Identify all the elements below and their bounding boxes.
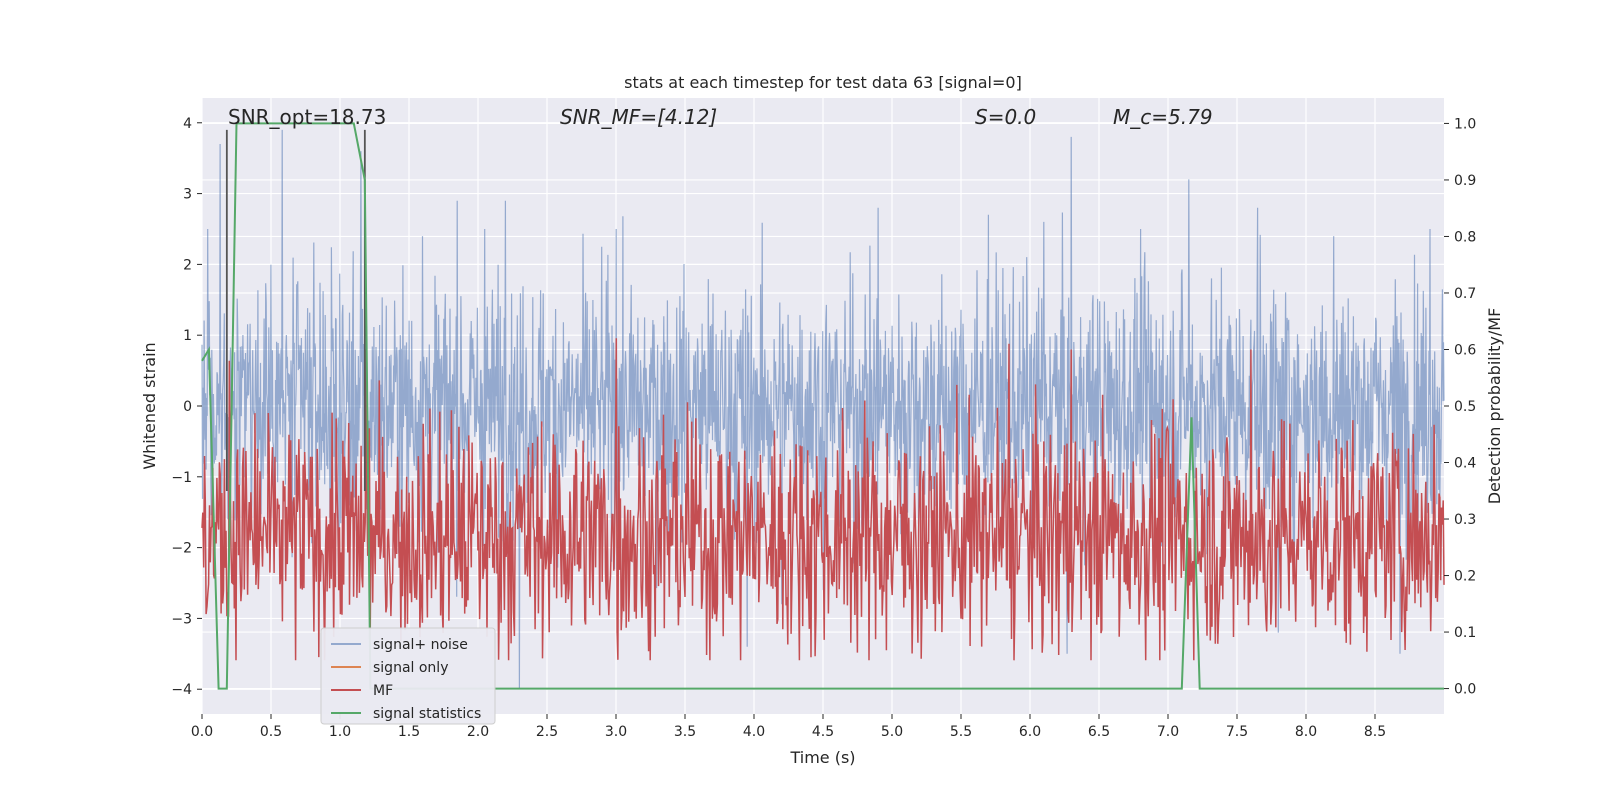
series-line-signal-statistics: [201, 122, 1444, 690]
x-axis-label: Time (s): [789, 748, 855, 767]
x-tick-label: 1.0: [329, 724, 351, 740]
y-tick-label: 1: [183, 328, 192, 344]
annotation-snr-mf: SNR_MF=[4.12]: [560, 105, 717, 129]
y-tick-label: −4: [171, 682, 192, 698]
y-tick-label: 0: [183, 399, 192, 415]
series-line-signal-noise: [201, 129, 1445, 690]
y2-tick-label: 0.1: [1454, 625, 1476, 641]
y-tick-label: 3: [183, 187, 192, 203]
legend-label: MF: [373, 683, 393, 699]
x-tick-label: 7.5: [1226, 724, 1248, 740]
series-line-mf: [201, 338, 1445, 661]
y2-tick-label: 0.7: [1454, 286, 1476, 302]
x-tick-label: 3.5: [674, 724, 696, 740]
y2-tick-label: 0.4: [1454, 456, 1476, 472]
y-tick-label: −2: [171, 541, 192, 557]
y2-axis-label: Detection probability/MF: [1485, 308, 1504, 505]
ticks-layer: 0.0 0.5 1.0 1.5 2.0 2.5 3.0 3.5 4.0 4.5 5.0 5.5 6.0 6…: [171, 116, 1476, 740]
x-tick-label: 2.0: [467, 724, 489, 740]
x-tick-label: 6.0: [1019, 724, 1041, 740]
x-tick-label: 2.5: [536, 724, 558, 740]
x-tick-label: 8.0: [1295, 724, 1317, 740]
legend-label: signal only: [373, 660, 448, 676]
y2-tick-label: 0.8: [1454, 229, 1476, 245]
annotation-snr-opt: SNR_opt=18.73: [228, 105, 386, 129]
x-tick-label: 4.0: [743, 724, 765, 740]
y2-tick-label: 0.6: [1454, 342, 1476, 358]
legend-box: [320, 627, 496, 725]
y-tick-label: −3: [171, 611, 192, 627]
y-tick-label: −1: [171, 470, 192, 486]
annotation-s: S=0.0: [975, 105, 1036, 129]
annotation-mc: M_c=5.79: [1113, 105, 1213, 129]
legend: signal+ noise signal only MF signal statist…: [320, 627, 496, 725]
x-tick-label: 0.0: [191, 724, 213, 740]
legend-label: signal statistics: [373, 706, 481, 722]
annotation-layer: SNR_opt=18.73 SNR_MF=[4.12] S=0.0 M_c=5.…: [228, 105, 1213, 129]
data-layer: [201, 122, 1445, 690]
chart-title: stats at each timestep for test data 63 …: [624, 73, 1022, 92]
x-tick-label: 8.5: [1364, 724, 1386, 740]
x-tick-label: 0.5: [260, 724, 282, 740]
x-tick-label: 3.0: [605, 724, 627, 740]
x-tick-label: 1.5: [398, 724, 420, 740]
y-tick-label: 4: [183, 116, 192, 132]
y-tick-label: 2: [183, 257, 192, 273]
y-axis-label: Whitened strain: [140, 342, 159, 469]
legend-entries: signal+ noise signal only MF signal statist…: [331, 637, 481, 722]
x-tick-label: 5.0: [881, 724, 903, 740]
x-tick-label: 4.5: [812, 724, 834, 740]
legend-label: signal+ noise: [373, 637, 468, 653]
x-tick-label: 5.5: [950, 724, 972, 740]
y2-tick-label: 0.2: [1454, 569, 1476, 585]
y2-tick-label: 0.0: [1454, 682, 1476, 698]
y2-tick-label: 0.5: [1454, 399, 1476, 415]
x-tick-label: 6.5: [1088, 724, 1110, 740]
y2-tick-label: 0.9: [1454, 173, 1476, 189]
y2-tick-label: 0.3: [1454, 512, 1476, 528]
x-tick-label: 7.0: [1157, 724, 1179, 740]
y2-tick-label: 1.0: [1454, 116, 1476, 132]
